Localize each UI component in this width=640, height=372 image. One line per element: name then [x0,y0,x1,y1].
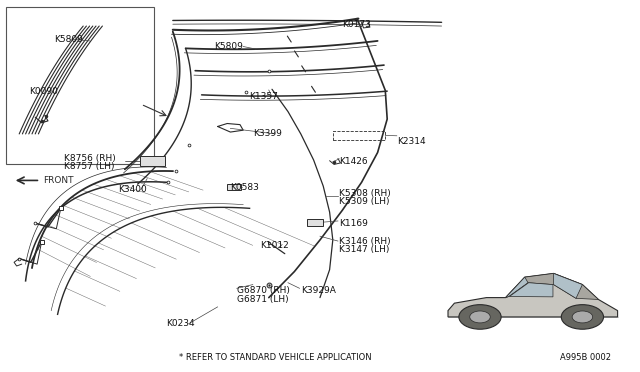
Text: K5309 (LH): K5309 (LH) [339,197,390,206]
Text: K3399: K3399 [253,129,282,138]
Text: K2314: K2314 [397,137,426,146]
Text: G6871 (LH): G6871 (LH) [237,295,289,304]
Text: * REFER TO STANDARD VEHICLE APPLICATION: * REFER TO STANDARD VEHICLE APPLICATION [179,353,372,362]
Text: K1012: K1012 [260,241,289,250]
Text: G6870 (RH): G6870 (RH) [237,286,290,295]
Circle shape [459,305,501,329]
Text: K1169: K1169 [339,219,368,228]
Text: K0173: K0173 [342,20,371,29]
Bar [227,184,241,190]
Bar [6,7,154,164]
Text: A995B 0002: A995B 0002 [560,353,611,362]
Bar [307,219,323,226]
Polygon shape [506,277,528,298]
Text: K5809: K5809 [214,42,243,51]
Text: K0583: K0583 [230,183,259,192]
Text: K8757 (LH): K8757 (LH) [64,162,115,171]
Text: K1357: K1357 [250,92,278,101]
Polygon shape [554,273,582,298]
Text: K3400: K3400 [118,185,147,194]
Text: K0234: K0234 [166,319,195,328]
Text: K5308 (RH): K5308 (RH) [339,189,391,198]
Circle shape [572,311,593,323]
Circle shape [561,305,604,329]
Bar [140,156,165,166]
Text: K3147 (LH): K3147 (LH) [339,246,390,254]
Text: K5809: K5809 [54,35,83,44]
Polygon shape [448,273,618,317]
Text: K8756 (RH): K8756 (RH) [64,154,116,163]
Text: K3146 (RH): K3146 (RH) [339,237,391,246]
Text: FRONT: FRONT [44,176,74,185]
Polygon shape [506,273,598,299]
Bar [333,131,385,140]
Text: K1426: K1426 [339,157,368,166]
Text: K0090: K0090 [29,87,58,96]
Text: K3929A: K3929A [301,286,335,295]
Circle shape [470,311,490,323]
Polygon shape [509,283,553,297]
